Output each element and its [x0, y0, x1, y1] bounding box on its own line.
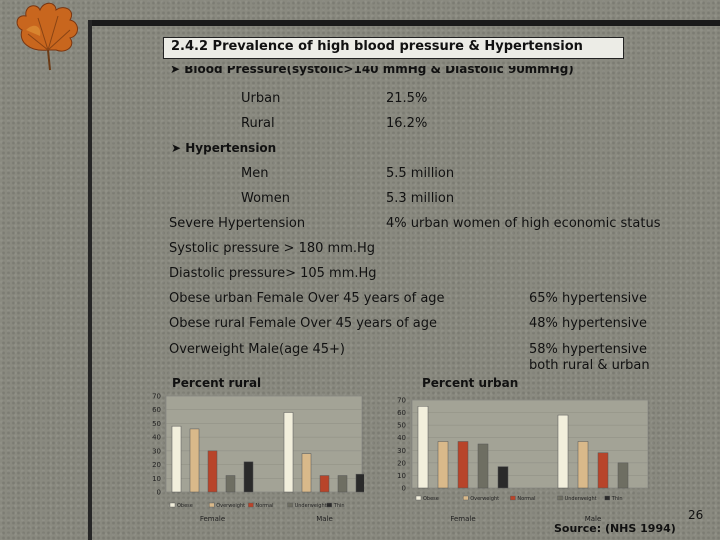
urban-bar-chart: 0 10 20 30 40 50 60 70 Female Male Obese Overweight…: [397, 397, 649, 523]
y-tick-label: 10: [397, 472, 406, 480]
rural-bar-chart: 0 10 20 30 40 50 60 70 Female Male Obese Overweight…: [152, 393, 364, 523]
legend-label: Normal: [255, 503, 273, 509]
legend-label: Obese: [177, 503, 193, 509]
legend-swatch: [208, 502, 215, 508]
bar-overweight-male: [577, 441, 589, 489]
hypertension-heading: ➤ Hypertension: [171, 141, 276, 155]
group-label: Female: [450, 515, 475, 523]
bar-underweight-male: [337, 475, 348, 493]
legend-label: Overweight: [216, 503, 245, 509]
legend-label: Underweight: [565, 496, 597, 502]
bar-thin-female: [243, 461, 254, 493]
severe-label: Severe Hypertension: [169, 216, 306, 231]
y-tick-label: 20: [397, 459, 406, 467]
hyp-men-value: 5.5 million: [386, 166, 455, 181]
bar-normal-female: [457, 441, 469, 489]
group-label: Female: [200, 515, 225, 523]
plot-area: [411, 399, 649, 489]
urban-chart-title: Percent urban: [422, 376, 519, 390]
legend-swatch: [248, 502, 254, 508]
bar-normal-male: [319, 475, 330, 493]
y-tick-label: 50: [152, 420, 161, 428]
legend-label: Underweight: [295, 503, 327, 509]
bar-normal-male: [597, 452, 609, 489]
bp-heading: ➤ Blood Pressure(systolic>140 mmHg & Dia…: [170, 62, 574, 76]
y-tick-label: 0: [157, 489, 161, 497]
legend-label: Overweight: [470, 496, 499, 502]
page-number: 26: [688, 508, 704, 522]
bar-overweight-male: [301, 453, 312, 493]
group-label: Male: [585, 515, 602, 523]
bp-heading-text: Blood Pressure(systolic>140 mmHg & Diast…: [184, 62, 574, 76]
legend-swatch: [462, 495, 469, 501]
legend-swatch: [510, 495, 516, 501]
top-border: [88, 20, 720, 26]
legend-label: Thin: [333, 503, 345, 509]
bar-thin-male: [355, 473, 364, 493]
hypertension-heading-text: Hypertension: [185, 141, 277, 155]
y-tick-label: 30: [397, 447, 406, 455]
legend-swatch: [557, 495, 563, 501]
autumn-leaf-decoration: [8, 0, 88, 74]
arrow-bullet-icon: ➤: [170, 62, 181, 76]
bp-urban-value: 21.5%: [386, 91, 428, 106]
y-tick-label: 10: [152, 475, 161, 483]
legend-swatch: [604, 495, 611, 501]
legend-label: Thin: [611, 496, 623, 502]
y-tick-label: 40: [152, 434, 161, 442]
legend-swatch: [169, 502, 176, 508]
bar-underweight-female: [225, 475, 236, 493]
bar-overweight-female: [437, 441, 449, 489]
diastolic-text: Diastolic pressure> 105 mm.Hg: [169, 266, 377, 281]
arrow-bullet-icon: ➤: [171, 141, 182, 155]
obese-rural-label: Obese rural Female Over 45 years of age: [169, 316, 438, 331]
rural-chart-title: Percent rural: [172, 376, 262, 390]
bp-rural-value: 16.2%: [386, 116, 428, 131]
bp-rural-label: Rural: [241, 116, 275, 131]
y-tick-label: 30: [152, 447, 161, 455]
y-tick-label: 0: [402, 485, 406, 493]
obese-urban-label: Obese urban Female Over 45 years of age: [169, 291, 445, 306]
legend-swatch: [287, 502, 293, 508]
bar-overweight-female: [189, 428, 200, 493]
y-tick-label: 60: [397, 409, 406, 417]
y-tick-label: 70: [397, 397, 406, 405]
bar-obese-female: [171, 425, 182, 493]
bp-urban-label: Urban: [241, 91, 281, 106]
bar-normal-female: [207, 450, 218, 493]
y-tick-label: 20: [152, 461, 161, 469]
hyp-women-value: 5.3 million: [386, 191, 455, 206]
y-tick-label: 50: [397, 422, 406, 430]
hyp-women-label: Women: [241, 191, 290, 206]
overweight-value-1: 58% hypertensive: [529, 342, 647, 357]
legend-swatch: [326, 502, 333, 508]
legend-label: Obese: [423, 496, 439, 502]
y-tick-label: 40: [397, 434, 406, 442]
left-border: [88, 20, 92, 540]
bar-thin-female: [497, 466, 509, 489]
overweight-label: Overweight Male(age 45+): [169, 342, 345, 357]
bar-underweight-female: [477, 443, 489, 489]
y-tick-label: 70: [152, 393, 161, 401]
overweight-value-2: both rural & urban: [529, 358, 650, 373]
bar-underweight-male: [617, 462, 629, 489]
obese-rural-value: 48% hypertensive: [529, 316, 647, 331]
legend-swatch: [415, 495, 422, 501]
bar-obese-male: [283, 412, 294, 493]
source-text: Source: (NHS 1994): [554, 522, 676, 535]
systolic-text: Systolic pressure > 180 mm.Hg: [169, 241, 376, 256]
obese-urban-value: 65% hypertensive: [529, 291, 647, 306]
y-tick-label: 60: [152, 406, 161, 414]
bar-obese-female: [417, 406, 429, 489]
hyp-men-label: Men: [241, 166, 269, 181]
slide-title: 2.4.2 Prevalence of high blood pressure …: [163, 37, 624, 59]
legend-label: Normal: [517, 496, 535, 502]
group-label: Male: [316, 515, 333, 523]
bar-obese-male: [557, 414, 569, 489]
severe-value: 4% urban women of high economic status: [386, 216, 661, 231]
